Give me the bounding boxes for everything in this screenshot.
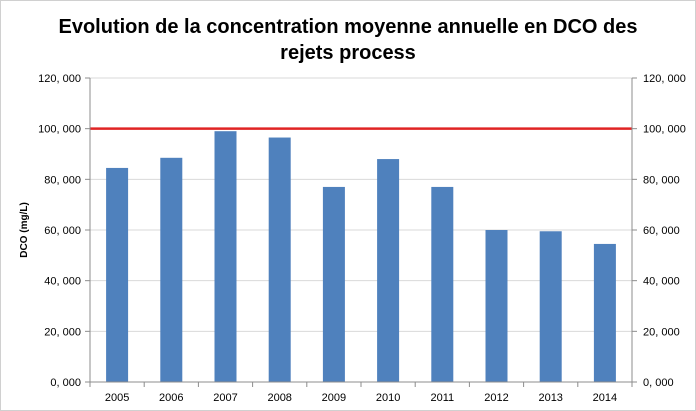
chart-title: Evolution de la concentration moyenne an… xyxy=(59,16,638,64)
bar xyxy=(485,230,508,382)
y-axis-right-labels: 0, 000 20, 000 40, 000 60, 000 80, 000 100, 0… xyxy=(643,73,686,389)
y-tick-label-left: 0, 000 xyxy=(50,377,81,389)
y-tick-label-right: 100, 000 xyxy=(643,124,686,136)
bar xyxy=(160,157,183,382)
axes xyxy=(85,77,637,387)
chart-title-line: rejets process xyxy=(280,42,416,64)
y-tick-label-left: 100, 000 xyxy=(38,124,81,136)
x-tick-label: 2014 xyxy=(593,392,617,404)
y-axis-left-labels: 0, 000 20, 000 40, 000 60, 000 80, 000 100, 0… xyxy=(38,73,81,389)
y-tick-label-left: 20, 000 xyxy=(44,326,81,338)
x-tick-label: 2005 xyxy=(105,392,129,404)
y-tick-label-left: 80, 000 xyxy=(44,174,81,186)
bars xyxy=(106,131,616,382)
x-axis-labels: 2005 2006 2007 2008 2009 2010 2011 2012 2013 2014 xyxy=(105,392,617,404)
x-tick-label: 2012 xyxy=(484,392,508,404)
y-tick-label-right: 40, 000 xyxy=(643,276,680,288)
y-tick-label-right: 120, 000 xyxy=(643,73,686,85)
x-tick-label: 2009 xyxy=(322,392,346,404)
y-tick-label-left: 40, 000 xyxy=(44,276,81,288)
x-tick-label: 2007 xyxy=(213,392,237,404)
y-tick-label-right: 0, 000 xyxy=(643,377,674,389)
bar xyxy=(539,231,562,382)
bar xyxy=(377,159,400,382)
bar xyxy=(106,167,129,382)
bar xyxy=(214,131,237,382)
x-tick-label: 2011 xyxy=(430,392,454,404)
bar xyxy=(268,137,291,382)
y-axis-title: DCO (mg/L) xyxy=(19,202,30,258)
bar xyxy=(322,186,345,382)
chart-title-line: Evolution de la concentration moyenne an… xyxy=(59,16,638,38)
y-tick-label-left: 120, 000 xyxy=(38,73,81,85)
x-tick-label: 2008 xyxy=(267,392,291,404)
bar xyxy=(431,186,454,382)
y-tick-label-left: 60, 000 xyxy=(44,225,81,237)
bar xyxy=(593,243,616,382)
x-tick-label: 2010 xyxy=(376,392,400,404)
y-tick-label-right: 80, 000 xyxy=(643,174,680,186)
x-tick-label: 2013 xyxy=(538,392,562,404)
y-tick-label-right: 60, 000 xyxy=(643,225,680,237)
x-tick-label: 2006 xyxy=(159,392,183,404)
y-tick-label-right: 20, 000 xyxy=(643,326,680,338)
